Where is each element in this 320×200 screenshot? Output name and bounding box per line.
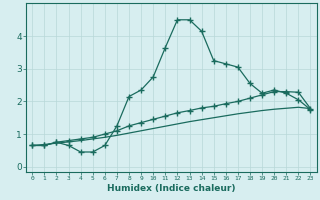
X-axis label: Humidex (Indice chaleur): Humidex (Indice chaleur) — [107, 184, 236, 193]
